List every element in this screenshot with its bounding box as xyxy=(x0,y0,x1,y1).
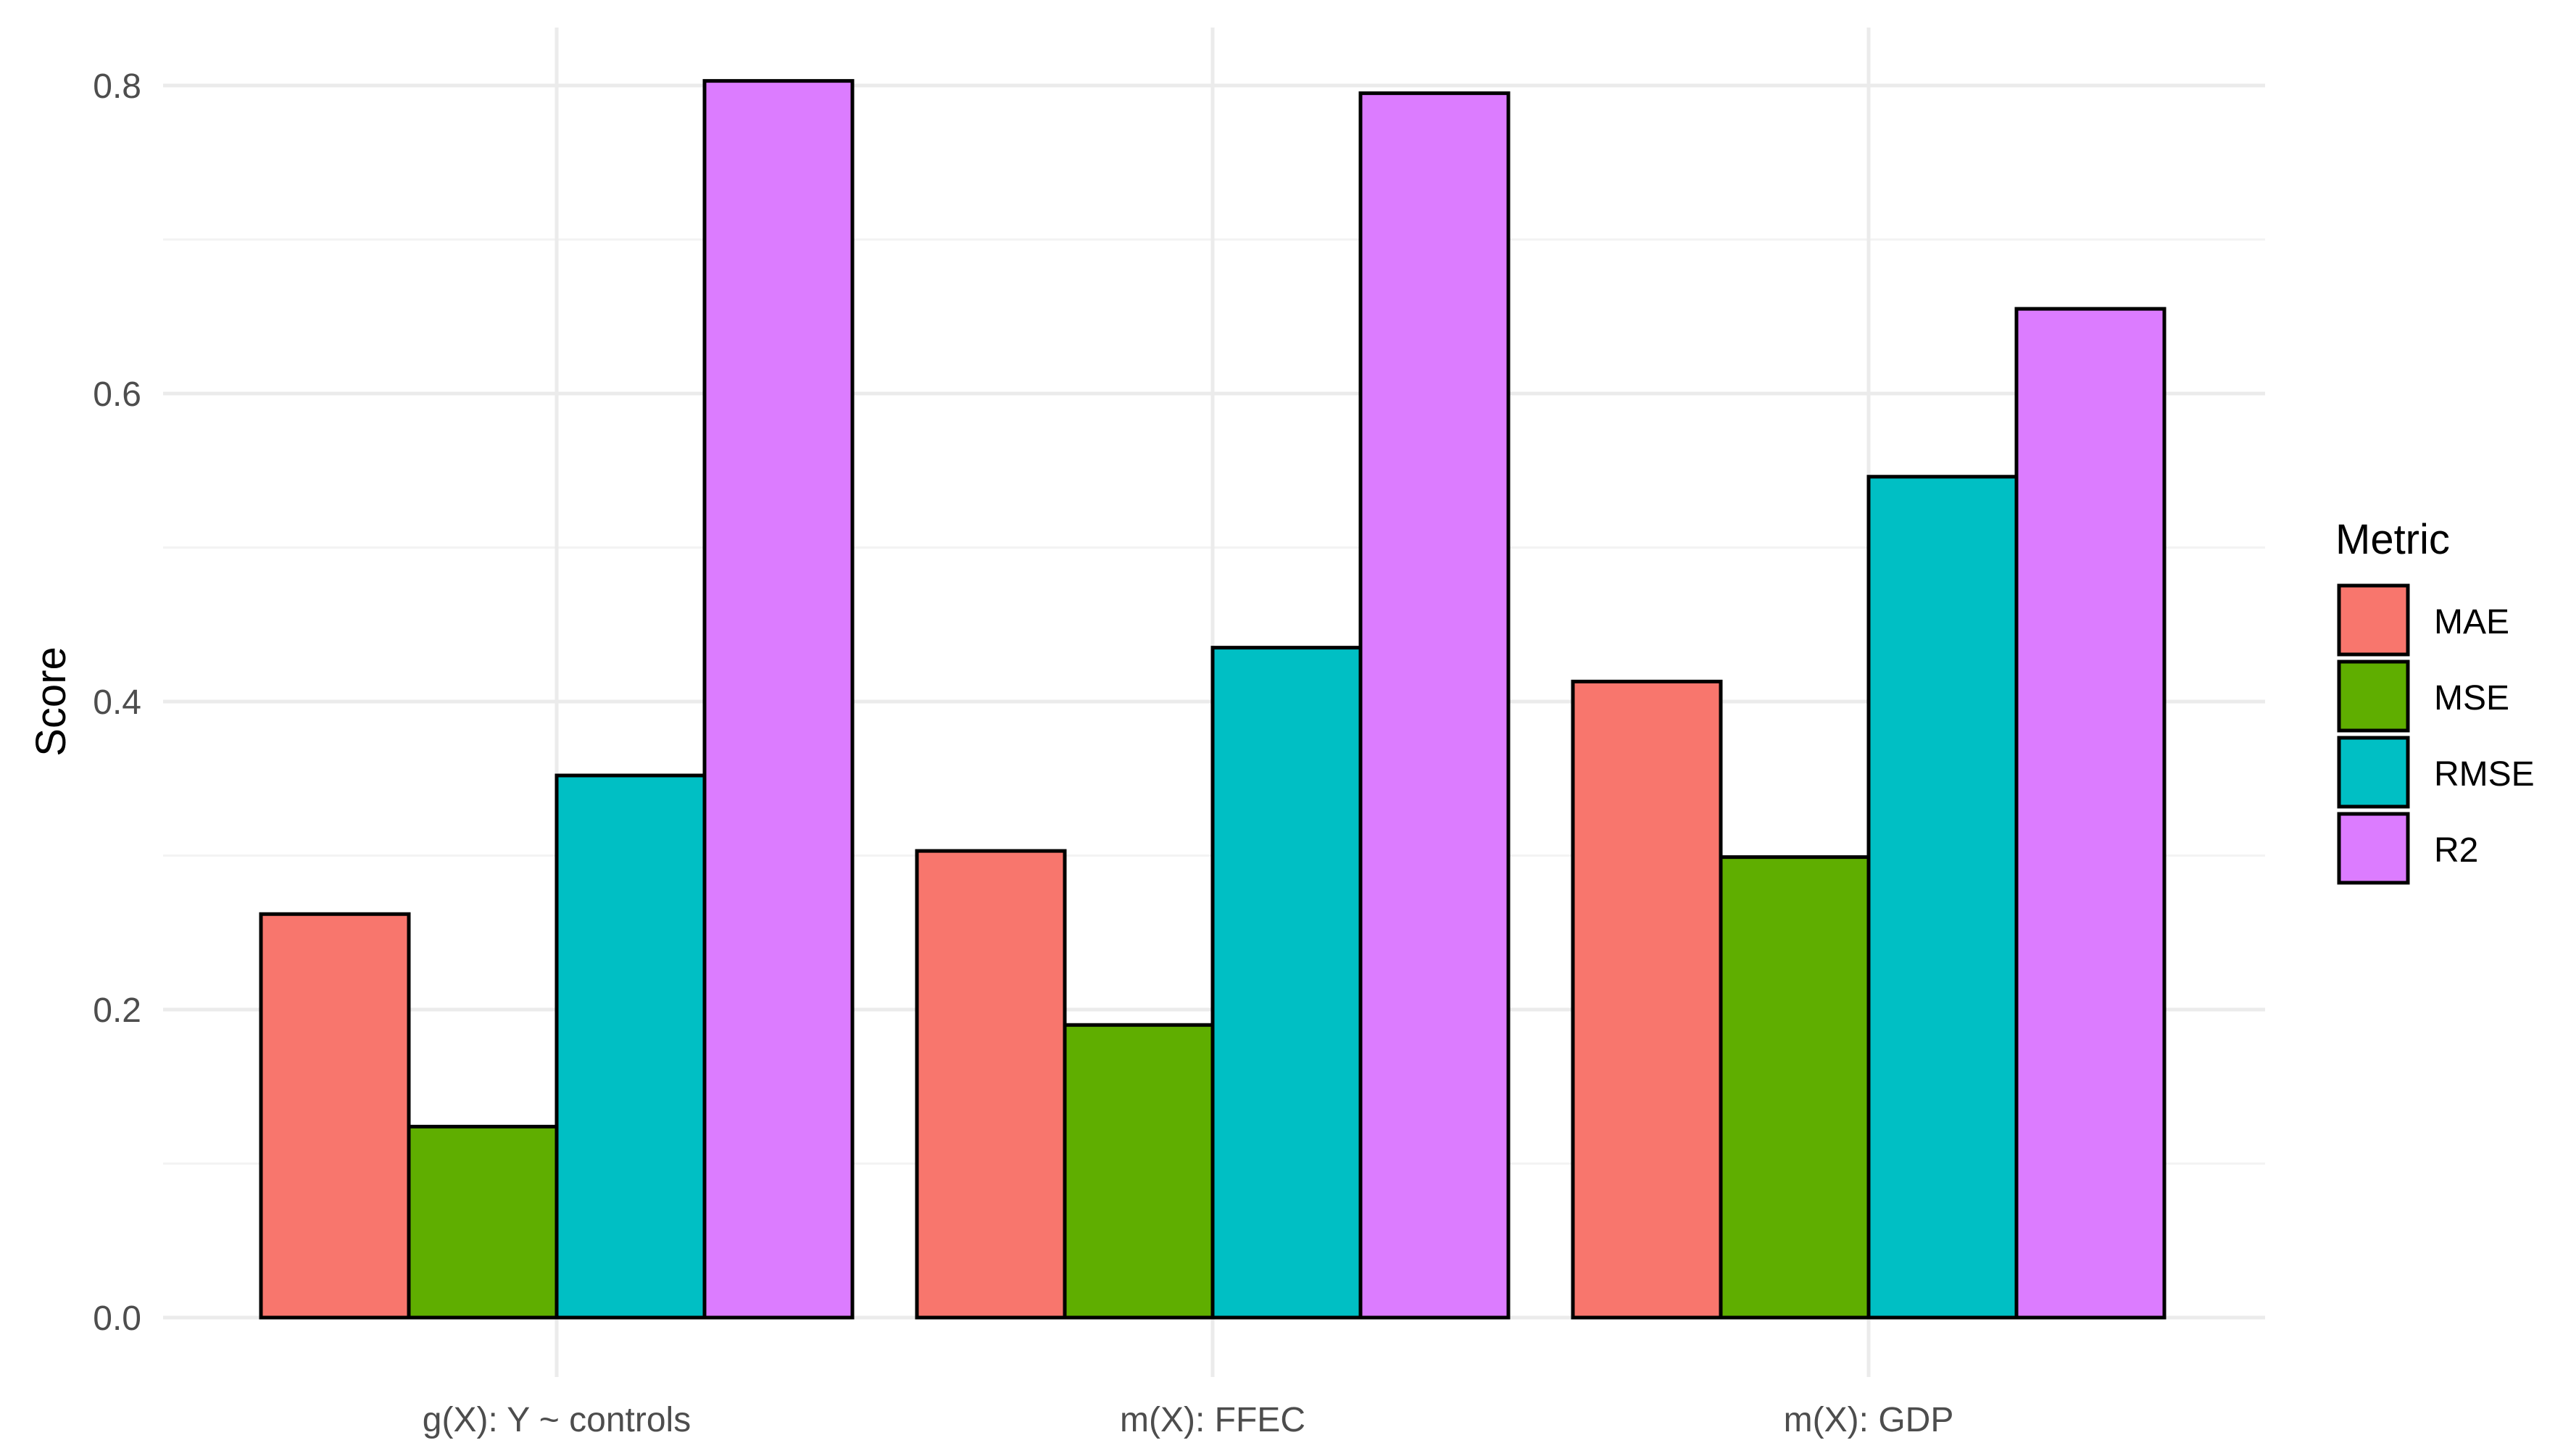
x-tick-label: m(X): FFEC xyxy=(1120,1401,1305,1439)
x-tick-label: g(X): Y ~ controls xyxy=(423,1401,691,1439)
bars-layer xyxy=(259,79,2167,1320)
bar-r2-2 xyxy=(1358,91,1511,1320)
bar-rmse-2 xyxy=(1210,646,1363,1320)
legend-label-mse: MSE xyxy=(2434,679,2509,717)
x-tick-label: m(X): GDP xyxy=(1784,1401,1954,1439)
bar-mse-3 xyxy=(1719,855,1871,1320)
legend-swatch-mse xyxy=(2337,660,2410,733)
y-axis-title: Score xyxy=(28,646,75,757)
bar-mae-2 xyxy=(915,849,1067,1320)
bar-r2-3 xyxy=(2014,307,2167,1320)
legend-swatch-r2 xyxy=(2337,812,2410,885)
axis-layer: 0.0 0.2 0.4 0.6 0.8 g(X): Y ~ controls m(X): F… xyxy=(93,67,1953,1439)
bar-mae-3 xyxy=(1571,679,1723,1320)
y-tick-label: 0.0 xyxy=(93,1299,141,1338)
y-tick-label: 0.8 xyxy=(93,67,141,106)
bar-mse-1 xyxy=(407,1125,559,1320)
legend-label-mae: MAE xyxy=(2434,603,2509,641)
y-tick-label: 0.4 xyxy=(93,683,141,722)
legend-label-r2: R2 xyxy=(2434,831,2478,870)
legend-swatch-mae xyxy=(2337,583,2410,657)
y-tick-label: 0.2 xyxy=(93,991,141,1030)
legend-title: Metric xyxy=(2335,516,2450,563)
bar-rmse-1 xyxy=(554,773,707,1320)
bar-mse-2 xyxy=(1063,1023,1215,1320)
bar-rmse-3 xyxy=(1866,475,2019,1320)
legend: Metric MAE MSE RMSE R2 xyxy=(2335,516,2535,885)
legend-label-rmse: RMSE xyxy=(2434,755,2535,794)
y-tick-label: 0.6 xyxy=(93,375,141,414)
bar-mae-1 xyxy=(259,912,411,1320)
bar-r2-1 xyxy=(702,79,855,1320)
legend-swatch-rmse xyxy=(2337,736,2410,809)
